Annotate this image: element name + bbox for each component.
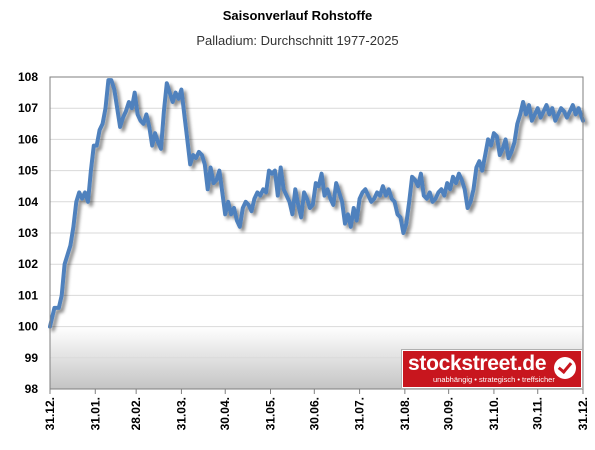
- y-tick-label: 105: [18, 164, 38, 178]
- x-tick-label: 31.03.: [174, 397, 188, 430]
- x-tick-label: 30.09.: [442, 397, 456, 430]
- x-tick-label: 31.08.: [398, 397, 412, 430]
- plot-border: [49, 76, 584, 390]
- y-tick-label: 102: [18, 257, 38, 271]
- grid-lines: [50, 107, 583, 359]
- y-axis-ticks: 98 99 100 101 102 103 104 105 106 107 108: [18, 70, 38, 396]
- y-tick-label: 99: [25, 351, 39, 365]
- y-tick-label: 100: [18, 320, 38, 334]
- x-tick-label: 31.07.: [353, 397, 367, 430]
- checkmark-icon: [554, 357, 576, 379]
- x-tick-label: 30.04.: [218, 397, 232, 430]
- y-tick-label: 104: [18, 195, 38, 209]
- stockstreet-logo: stockstreet.de unabhängig • strategisch …: [402, 350, 582, 388]
- x-axis-ticks: 31.12. 31.01. 28.02. 31.03. 30.04. 31.05. 30.0…: [43, 389, 590, 430]
- y-tick-label: 106: [18, 132, 38, 146]
- x-tick-label: 30.11.: [531, 397, 545, 430]
- x-tick-label: 30.06.: [307, 397, 321, 430]
- chart-title: Saisonverlauf Rohstoffe: [222, 8, 373, 23]
- series-line: [48, 78, 585, 329]
- x-tick-label: 28.02.: [129, 397, 143, 430]
- logo-name: stockstreet.de: [408, 352, 547, 375]
- chart-subtitle: Palladium: Durchschnitt 1977-2025: [196, 33, 399, 48]
- x-tick-label: 31.12.: [576, 397, 590, 430]
- x-tick-label: 31.01.: [88, 397, 102, 430]
- y-tick-label: 101: [18, 288, 38, 302]
- x-tick-label: 31.05.: [264, 397, 278, 430]
- y-tick-label: 103: [18, 226, 38, 240]
- y-tick-label: 108: [18, 70, 38, 84]
- y-tick-label: 107: [18, 101, 38, 115]
- y-tick-label: 98: [25, 382, 39, 396]
- logo-tagline: unabhängig • strategisch • treffsicher: [433, 375, 555, 384]
- x-tick-label: 31.10.: [487, 397, 501, 430]
- x-tick-label: 31.12.: [43, 397, 57, 430]
